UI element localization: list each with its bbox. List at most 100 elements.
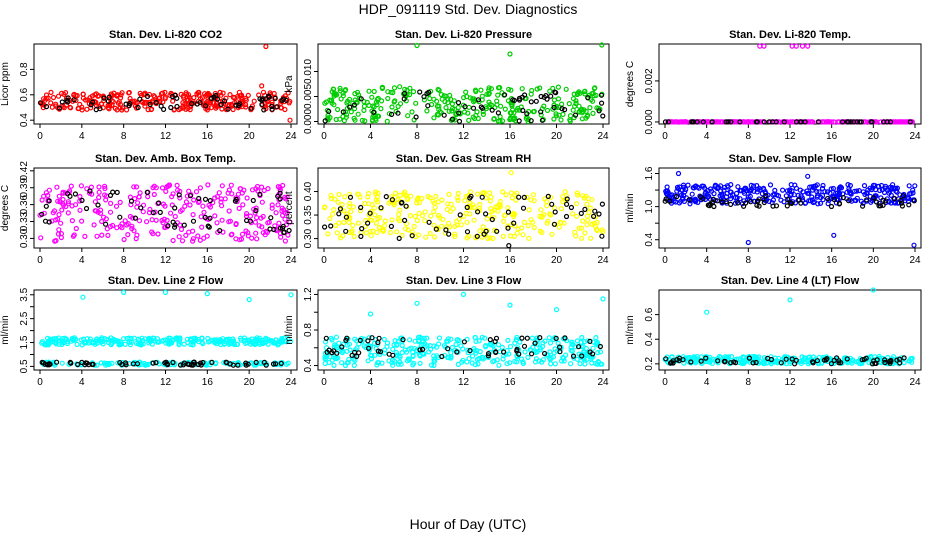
x-tick-label: 12 bbox=[160, 377, 172, 388]
data-point bbox=[65, 201, 72, 207]
data-point bbox=[678, 192, 684, 198]
data-point bbox=[551, 336, 557, 343]
data-point bbox=[573, 100, 579, 106]
data-point bbox=[551, 350, 557, 356]
data-point bbox=[537, 228, 543, 234]
data-point bbox=[205, 182, 211, 188]
data-point bbox=[277, 225, 284, 231]
x-tick-label: 8 bbox=[414, 255, 420, 266]
data-point bbox=[133, 184, 140, 190]
data-point bbox=[745, 119, 752, 125]
data-point bbox=[507, 360, 513, 366]
data-point bbox=[131, 335, 137, 341]
data-point bbox=[787, 360, 793, 366]
data-point bbox=[114, 189, 120, 195]
data-point bbox=[549, 231, 555, 237]
data-point bbox=[374, 96, 380, 103]
data-point bbox=[824, 356, 830, 362]
data-point bbox=[582, 230, 588, 236]
data-point bbox=[763, 193, 769, 199]
data-point bbox=[670, 360, 676, 366]
data-point bbox=[119, 105, 126, 111]
data-point bbox=[882, 359, 888, 366]
data-point bbox=[702, 119, 709, 125]
data-point bbox=[502, 92, 508, 98]
data-point bbox=[555, 340, 561, 346]
data-point bbox=[768, 356, 775, 363]
data-point bbox=[719, 199, 725, 205]
data-point bbox=[587, 104, 593, 111]
data-point bbox=[123, 107, 130, 113]
data-point bbox=[190, 236, 196, 242]
data-point bbox=[554, 103, 560, 109]
data-point bbox=[396, 235, 402, 241]
data-point bbox=[248, 105, 254, 111]
data-point bbox=[159, 185, 166, 191]
data-point bbox=[470, 105, 477, 111]
data-point bbox=[143, 361, 150, 368]
data-point bbox=[690, 185, 696, 191]
data-point bbox=[868, 119, 874, 125]
data-point bbox=[187, 193, 193, 199]
data-point bbox=[788, 182, 794, 188]
data-point bbox=[411, 223, 417, 230]
data-point bbox=[195, 89, 201, 96]
y-tick-label: 0.30 bbox=[19, 228, 30, 248]
data-point bbox=[587, 235, 594, 241]
y-tick-label: 0.002 bbox=[644, 68, 655, 93]
data-point bbox=[279, 208, 285, 214]
data-point bbox=[207, 204, 213, 210]
data-point bbox=[856, 188, 862, 194]
data-point bbox=[333, 116, 339, 123]
data-point bbox=[78, 337, 84, 343]
data-point bbox=[243, 97, 249, 103]
data-point bbox=[887, 119, 894, 125]
data-point bbox=[405, 227, 411, 233]
data-point bbox=[110, 189, 116, 195]
data-point bbox=[357, 337, 363, 343]
outlier-point bbox=[204, 291, 210, 297]
data-point bbox=[907, 119, 913, 125]
x-tick-label: 12 bbox=[458, 131, 470, 142]
panel-7: Stan. Dev. Line 2 Flow ml/min 0 4 8 12 16 20 24 0… bbox=[0, 275, 298, 388]
data-point bbox=[131, 184, 137, 190]
x-tick-label: 20 bbox=[244, 255, 256, 266]
data-point bbox=[43, 103, 50, 110]
data-point bbox=[700, 196, 706, 202]
data-point bbox=[390, 352, 396, 358]
data-point bbox=[73, 336, 79, 342]
y-tick-label: 0.33 bbox=[19, 211, 30, 231]
data-point bbox=[688, 359, 694, 365]
data-point bbox=[395, 103, 401, 110]
data-point bbox=[464, 93, 470, 100]
data-point bbox=[488, 194, 494, 200]
data-point bbox=[499, 118, 506, 124]
data-point bbox=[541, 350, 548, 357]
data-point bbox=[397, 207, 403, 213]
data-point bbox=[562, 335, 568, 341]
data-point bbox=[848, 119, 854, 125]
data-point bbox=[822, 189, 828, 195]
data-point bbox=[93, 106, 99, 113]
data-point bbox=[727, 189, 733, 195]
data-point bbox=[219, 183, 225, 189]
data-point bbox=[70, 233, 77, 239]
data-point bbox=[447, 208, 453, 214]
x-tick-label: 16 bbox=[202, 377, 214, 388]
x-tick-label: 8 bbox=[746, 131, 752, 142]
data-point bbox=[557, 349, 563, 355]
data-point bbox=[244, 340, 250, 346]
y-tick-label: 3.5 bbox=[19, 287, 30, 301]
data-point bbox=[524, 111, 530, 117]
data-point bbox=[788, 191, 794, 197]
data-point bbox=[515, 226, 521, 232]
data-point bbox=[225, 106, 231, 112]
data-point bbox=[599, 201, 606, 207]
data-point bbox=[172, 205, 178, 211]
data-point bbox=[495, 208, 501, 214]
data-point bbox=[790, 119, 796, 125]
data-point bbox=[438, 223, 445, 229]
data-point bbox=[467, 195, 473, 201]
data-point bbox=[99, 218, 105, 225]
data-point bbox=[524, 194, 530, 200]
